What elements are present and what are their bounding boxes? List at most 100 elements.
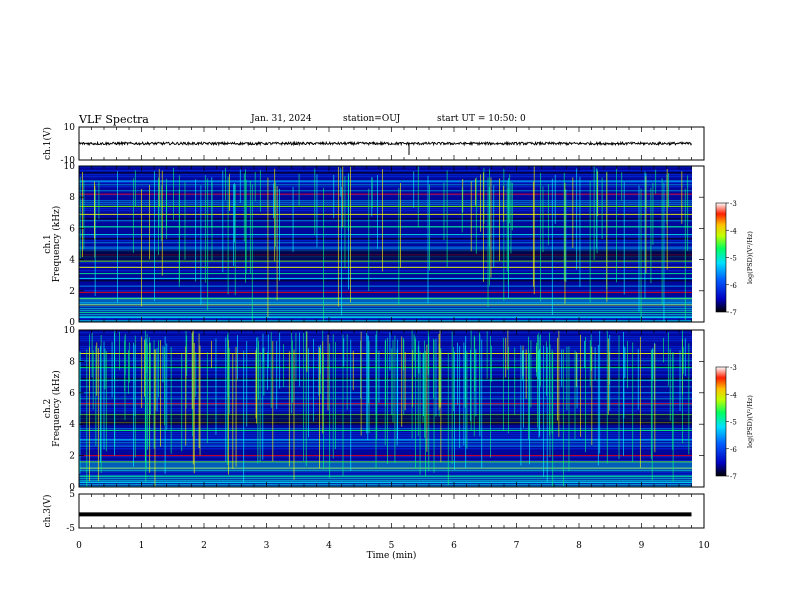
ch2-spectrogram-row [79,450,692,452]
ch2-spectrogram-row [79,468,692,470]
y-tick-label: 2 [69,452,75,462]
y-tick-label: 6 [69,389,75,399]
ch2-spectrogram-row [79,464,692,466]
y-tick-label: 0 [69,318,75,328]
ch1-spectrogram-row [79,210,692,212]
ch1-spectrogram-row [79,240,692,242]
x-axis-label: Time (min) [367,550,417,561]
station-label: station=OUJ [343,114,401,124]
ch2-spectrogram-row [79,456,692,458]
y-tick-label: -10 [61,156,76,166]
colorbar-2 [715,366,727,477]
ch2-spectrogram-row [79,332,692,334]
ch1-spectrogram-row [79,244,692,246]
x-tick-label: 1 [139,541,145,551]
ch1-spectrogram-row [79,316,692,318]
x-tick-label: 6 [451,541,457,551]
ch2-spectrogram-row [79,454,692,456]
ch1-spectrogram-row [79,174,692,176]
ch1-spectrogram-row [79,264,692,266]
ch1-spectrogram-row [79,202,692,204]
ch1-spectrogram-row [79,270,692,272]
x-tick-label: 4 [326,541,332,551]
ch1-spectrogram-row [79,204,692,206]
colorbar-tick-label: -4 [730,391,737,399]
ch1-spectrogram-row [79,200,692,202]
ch1-spectrogram-row [79,166,692,168]
ch1-spectrogram-row [79,190,692,192]
ch2-spectrogram-row [79,466,692,468]
y-axis-label: ch.3(V) [42,495,53,528]
ch1-spectrogram-row [79,176,692,178]
ch1-spectrogram-row [79,262,692,264]
ch1-spectrogram-row [79,208,692,210]
x-tick-label: 2 [201,541,207,551]
x-tick-label: 0 [76,541,82,551]
ch2-spectrogram-row [79,472,692,474]
ch1-spectrogram-row [79,310,692,312]
ch1-spectrogram-row [79,186,692,188]
ch1-spectrogram-row [79,170,692,172]
ch1-spectrogram-row [79,300,692,302]
ch1-spectrogram-row [79,184,692,186]
ch1-spectrogram-row [79,286,692,288]
ch1-spectrogram-row [79,242,692,244]
x-tick-label: 8 [576,541,582,551]
ch1-spectrogram-row [79,168,692,170]
ch1-spectrogram-row [79,306,692,308]
ch1-spectrogram-lowfreq-emission [79,297,692,306]
ch1-spectrogram-row [79,196,692,198]
colorbar-tick-label: -4 [730,227,737,235]
ch1-spectrogram-row [79,314,692,316]
ch1-spectrogram-row [79,284,692,286]
colorbar-tick-label: -3 [730,200,737,208]
ch2-spectrogram-row [79,476,692,478]
x-tick-label: 5 [389,541,395,551]
ch1-spectrogram-row [79,276,692,278]
ch1-spectrogram-row [79,272,692,274]
ch1-spectrogram-row [79,320,692,322]
ch2-spectrogram-row [79,460,692,462]
ch1-spectrogram-row [79,222,692,224]
x-tick-label: 7 [514,541,520,551]
panel-frame-4 [78,493,705,529]
ch1-spectrogram-row [79,294,692,296]
y-tick-label: -5 [66,524,75,534]
y-axis-label: Frequency (kHz) [51,370,62,447]
colorbar-tick-label: -6 [730,282,737,290]
ch2-spectrogram-row [79,330,692,332]
ch1-spectrogram-row [79,232,692,234]
ch1-spectrogram-row [79,228,692,230]
ch2-spectrogram-row [79,470,692,472]
ch1-spectrogram-row [79,216,692,218]
ch2-spectrogram-row [79,478,692,480]
y-axis-label: ch.1(V) [42,127,53,160]
ch1-spectrogram-row [79,302,692,304]
ch1-spectrogram-row [79,282,692,284]
ch1-spectrogram-row [79,268,692,270]
ch1-spectrogram-row [79,318,692,320]
ch1-spectrogram-row [79,280,692,282]
ch1-spectrogram-row [79,236,692,238]
colorbar-1 [715,202,727,313]
ch1-spectrogram-blank-region [692,166,704,322]
ch2-spectrogram-row [79,446,692,448]
ch1-spectrogram-row [79,238,692,240]
y-tick-label: 6 [69,224,75,234]
colorbar-tick-label: -5 [730,255,737,263]
ch1-spectrogram-row [79,290,692,292]
ch1-waveform-line [78,140,693,147]
ch1-spectrogram-row [79,288,692,290]
ch2-spectrogram-lowfreq-emission [79,461,692,470]
ch2-spectrogram-row [79,484,692,486]
ch2-spectrogram-row [79,334,692,336]
ch1-spectrogram-row [79,220,692,222]
ch1-spectrogram-row [79,274,692,276]
y-axis-label: ch.1 [43,234,53,253]
y-tick-label: 4 [69,256,75,266]
y-axis-label: ch.2 [43,399,53,418]
date-label: Jan. 31, 2024 [251,114,312,124]
ch1-spectrogram-row [79,194,692,196]
ch1-spectrogram-row [79,198,692,200]
